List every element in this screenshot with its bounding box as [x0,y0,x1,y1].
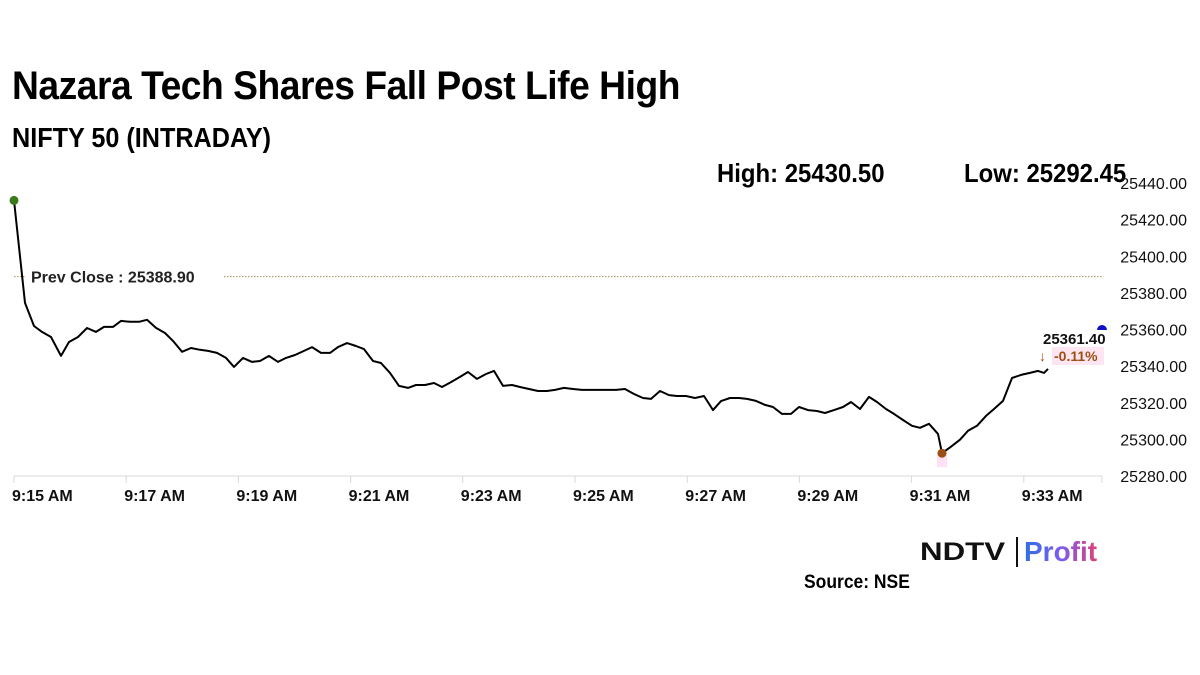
y-tick-label: 25420.00 [1120,213,1187,230]
x-tick-label: 9:25 AM [573,488,634,505]
x-tick-label: 9:21 AM [349,488,410,505]
logo-profit: Profit [1024,536,1098,567]
x-tick-label: 9:15 AM [12,488,73,505]
source-label: Source: NSE [804,572,910,593]
logo-divider [1016,537,1018,567]
y-tick-label: 25320.00 [1120,396,1187,413]
last-price-label: 25361.40 [1043,331,1106,348]
change-percent-label: -0.11% [1054,348,1098,364]
day-high-label: High: 25430.50 [717,158,885,188]
prev-close-label-bg [26,265,224,288]
y-tick-label: 25280.00 [1120,469,1187,486]
low-marker-icon [937,448,947,458]
price-line [13,200,1049,455]
x-tick-label: 9:29 AM [797,488,858,505]
chart-subtitle: NIFTY 50 (INTRADAY) [12,122,272,153]
x-tick-label: 9:31 AM [910,488,971,505]
x-axis: 9:15 AM 9:17 AM 9:19 AM 9:21 AM 9:23 AM 9:25 … [12,476,1103,505]
prev-close-label: Prev Close : 25388.90 [31,270,195,287]
y-tick-label: 25440.00 [1120,176,1187,193]
y-tick-label: 25360.00 [1120,323,1187,340]
y-tick-label: 25380.00 [1120,286,1187,303]
ndtv-profit-logo: NDTV Profit [920,534,1097,570]
x-tick-label: 9:23 AM [461,488,522,505]
high-marker-icon [9,195,19,205]
x-tick-label: 9:33 AM [1022,488,1083,505]
x-tick-label: 9:27 AM [685,488,746,505]
day-low-label: Low: 25292.45 [964,158,1127,188]
change-arrow-icon: ↓ [1039,348,1046,364]
last-price-marker-icon [1097,325,1107,330]
chart-title: Nazara Tech Shares Fall Post Life High [12,64,680,108]
change-label-bg [1052,347,1104,365]
low-marker-halo [937,453,947,468]
y-tick-label: 25300.00 [1120,432,1187,449]
y-axis: 25440.00 25420.00 25400.00 25380.00 25360.00… [1120,176,1187,486]
x-tick-label: 9:17 AM [124,488,185,505]
logo-ndtv: NDTV [920,537,1006,566]
x-tick-label: 9:19 AM [236,488,297,505]
y-tick-label: 25400.00 [1120,249,1187,266]
y-tick-label: 25340.00 [1120,359,1187,376]
